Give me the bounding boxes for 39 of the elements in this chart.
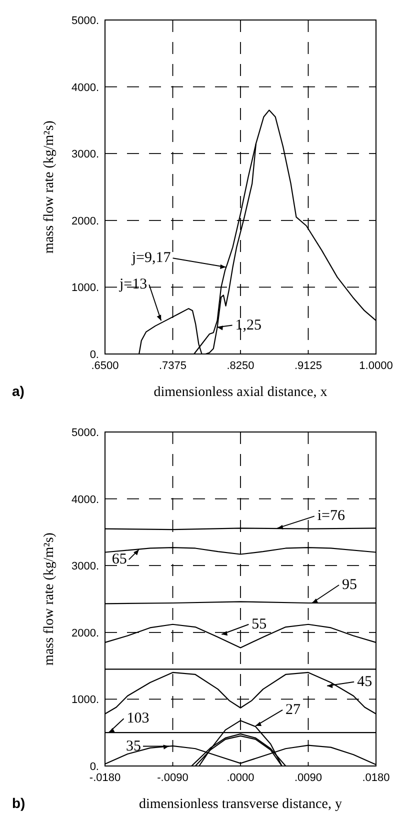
y-tick-label: 2000. xyxy=(71,627,99,640)
annotation: 65 xyxy=(112,552,127,568)
annotation: 95 xyxy=(342,577,358,594)
x-tick-label: .0180 xyxy=(362,772,390,784)
annotation: i=76 xyxy=(317,508,346,524)
y-tick-label: 3000. xyxy=(71,560,99,573)
x-axis-title: dimensionless transverse distance, y xyxy=(139,797,342,812)
y-tick-label: 4000. xyxy=(71,82,99,94)
y-axis-title: mass flow rate (kg/m²s) xyxy=(42,120,57,254)
y-tick-label: 5000. xyxy=(71,15,99,27)
annotation: 45 xyxy=(357,674,372,690)
y-tick-label: 1000. xyxy=(71,282,99,294)
y-tick-label: 0. xyxy=(90,761,99,773)
x-tick-label: -.0090 xyxy=(157,772,188,784)
x-tick-label: .0000 xyxy=(226,772,254,784)
y-axis-title: mass flow rate (kg/m²s) xyxy=(42,532,57,666)
annotation: 55 xyxy=(252,616,267,632)
x-tick-label: .6500 xyxy=(91,360,119,372)
x-tick-label: .0090 xyxy=(294,772,322,784)
y-tick-label: 5000. xyxy=(71,427,99,439)
x-tick-label: -.0180 xyxy=(89,772,121,784)
y-tick-label: 4000. xyxy=(71,494,99,506)
y-tick-label: 1000. xyxy=(71,694,99,706)
x-tick-label: .9125 xyxy=(294,360,322,372)
annotation: 35 xyxy=(126,738,141,754)
text: b) xyxy=(12,795,26,811)
x-axis-title: dimensionless axial distance, x xyxy=(154,385,328,400)
annotation: 27 xyxy=(286,702,302,718)
y-tick-label: 0. xyxy=(90,349,99,361)
y-tick-label: 3000. xyxy=(71,148,99,161)
x-tick-label: .7375 xyxy=(158,360,187,372)
text: a) xyxy=(12,383,24,399)
annotation: j=13 xyxy=(118,276,148,293)
y-tick-label: 2000. xyxy=(71,215,99,228)
annotation: 103 xyxy=(126,710,150,727)
annotation: 1,25 xyxy=(235,317,262,334)
annotation: j=9,17 xyxy=(130,250,172,266)
x-tick-label: 1.0000 xyxy=(359,360,393,372)
x-tick-label: .8250 xyxy=(226,360,254,372)
